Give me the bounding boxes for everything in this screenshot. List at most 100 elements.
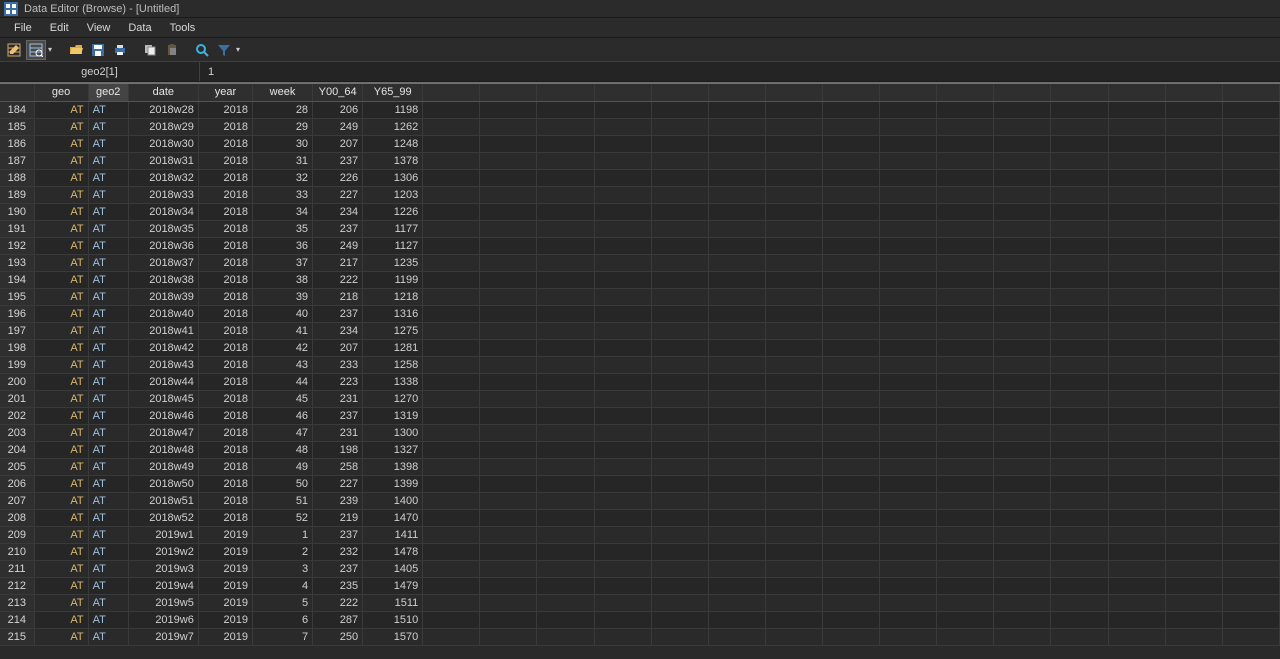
cell-blank[interactable] bbox=[708, 560, 765, 577]
cell-geo2[interactable]: AT bbox=[88, 373, 128, 390]
cell-week[interactable]: 6 bbox=[252, 611, 312, 628]
cell-geo[interactable]: AT bbox=[34, 356, 88, 373]
table-row[interactable]: 207ATAT2018w512018512391400 bbox=[0, 492, 1280, 509]
cell-blank[interactable] bbox=[708, 254, 765, 271]
col-header-blank[interactable] bbox=[651, 83, 708, 101]
cell-blank[interactable] bbox=[708, 203, 765, 220]
cell-geo[interactable]: AT bbox=[34, 560, 88, 577]
cell-blank[interactable] bbox=[994, 628, 1051, 645]
cell-blank[interactable] bbox=[765, 169, 822, 186]
cell-blank[interactable] bbox=[651, 628, 708, 645]
cell-geo2[interactable]: AT bbox=[88, 101, 128, 118]
cell-blank[interactable] bbox=[1108, 611, 1165, 628]
cell-blank[interactable] bbox=[708, 135, 765, 152]
cell-blank[interactable] bbox=[937, 101, 994, 118]
cell-blank[interactable] bbox=[880, 135, 937, 152]
table-row[interactable]: 190ATAT2018w342018342341226 bbox=[0, 203, 1280, 220]
cell-geo[interactable]: AT bbox=[34, 526, 88, 543]
cell-blank[interactable] bbox=[994, 373, 1051, 390]
col-header-geo2[interactable]: geo2 bbox=[88, 83, 128, 101]
cell-blank[interactable] bbox=[937, 594, 994, 611]
cell-date[interactable]: 2018w30 bbox=[128, 135, 198, 152]
cell-blank[interactable] bbox=[1108, 169, 1165, 186]
cell-year[interactable]: 2018 bbox=[198, 339, 252, 356]
cell-geo2[interactable]: AT bbox=[88, 509, 128, 526]
cell-blank[interactable] bbox=[765, 458, 822, 475]
cell-date[interactable]: 2018w39 bbox=[128, 288, 198, 305]
cell-blank[interactable] bbox=[823, 356, 880, 373]
cell-geo2[interactable]: AT bbox=[88, 152, 128, 169]
cell-blank[interactable] bbox=[537, 543, 594, 560]
cell-blank[interactable] bbox=[880, 560, 937, 577]
cell-geo2[interactable]: AT bbox=[88, 339, 128, 356]
cell-geo2[interactable]: AT bbox=[88, 118, 128, 135]
cell-geo2[interactable]: AT bbox=[88, 577, 128, 594]
cell-date[interactable]: 2018w34 bbox=[128, 203, 198, 220]
cell-blank[interactable] bbox=[594, 594, 651, 611]
table-row[interactable]: 211ATAT2019w3201932371405 bbox=[0, 560, 1280, 577]
cell-blank[interactable] bbox=[1108, 424, 1165, 441]
table-row[interactable]: 197ATAT2018w412018412341275 bbox=[0, 322, 1280, 339]
table-row[interactable]: 202ATAT2018w462018462371319 bbox=[0, 407, 1280, 424]
cell-year[interactable]: 2018 bbox=[198, 356, 252, 373]
cell-blank[interactable] bbox=[423, 526, 480, 543]
cell-blank[interactable] bbox=[480, 526, 537, 543]
cell-blank[interactable] bbox=[423, 118, 480, 135]
cell-blank[interactable] bbox=[994, 135, 1051, 152]
cell-year[interactable]: 2018 bbox=[198, 288, 252, 305]
cell-blank[interactable] bbox=[708, 458, 765, 475]
cell-blank[interactable] bbox=[880, 441, 937, 458]
col-header-geo[interactable]: geo bbox=[34, 83, 88, 101]
cell-geo2[interactable]: AT bbox=[88, 203, 128, 220]
cell-blank[interactable] bbox=[994, 152, 1051, 169]
cell-blank[interactable] bbox=[480, 203, 537, 220]
cell-blank[interactable] bbox=[651, 458, 708, 475]
cell-blank[interactable] bbox=[537, 560, 594, 577]
cell-blank[interactable] bbox=[765, 560, 822, 577]
table-row[interactable]: 195ATAT2018w392018392181218 bbox=[0, 288, 1280, 305]
cell-date[interactable]: 2018w52 bbox=[128, 509, 198, 526]
cell-date[interactable]: 2018w33 bbox=[128, 186, 198, 203]
cell-blank[interactable] bbox=[765, 203, 822, 220]
cell-geo[interactable]: AT bbox=[34, 577, 88, 594]
cell-y65_99[interactable]: 1470 bbox=[363, 509, 423, 526]
col-header-blank[interactable] bbox=[537, 83, 594, 101]
cell-blank[interactable] bbox=[537, 594, 594, 611]
cell-blank[interactable] bbox=[765, 356, 822, 373]
cell-blank[interactable] bbox=[823, 526, 880, 543]
cell-blank[interactable] bbox=[480, 271, 537, 288]
cell-blank[interactable] bbox=[937, 237, 994, 254]
cell-blank[interactable] bbox=[1165, 152, 1222, 169]
cell-blank[interactable] bbox=[1165, 288, 1222, 305]
table-row[interactable]: 200ATAT2018w442018442231338 bbox=[0, 373, 1280, 390]
row-number[interactable]: 210 bbox=[0, 543, 34, 560]
cell-blank[interactable] bbox=[1051, 458, 1108, 475]
cell-geo[interactable]: AT bbox=[34, 118, 88, 135]
cell-geo[interactable]: AT bbox=[34, 101, 88, 118]
cell-blank[interactable] bbox=[594, 271, 651, 288]
cell-blank[interactable] bbox=[651, 577, 708, 594]
cell-date[interactable]: 2019w5 bbox=[128, 594, 198, 611]
cell-blank[interactable] bbox=[1108, 509, 1165, 526]
cell-blank[interactable] bbox=[708, 271, 765, 288]
cell-blank[interactable] bbox=[1051, 305, 1108, 322]
cell-year[interactable]: 2018 bbox=[198, 492, 252, 509]
cell-blank[interactable] bbox=[1165, 492, 1222, 509]
cell-blank[interactable] bbox=[880, 424, 937, 441]
col-header-blank[interactable] bbox=[1051, 83, 1108, 101]
cell-blank[interactable] bbox=[823, 441, 880, 458]
cell-week[interactable]: 42 bbox=[252, 339, 312, 356]
cell-geo2[interactable]: AT bbox=[88, 628, 128, 645]
cell-blank[interactable] bbox=[823, 492, 880, 509]
cell-blank[interactable] bbox=[1165, 339, 1222, 356]
cell-blank[interactable] bbox=[423, 594, 480, 611]
cell-week[interactable]: 30 bbox=[252, 135, 312, 152]
cell-geo[interactable]: AT bbox=[34, 305, 88, 322]
cell-geo[interactable]: AT bbox=[34, 509, 88, 526]
cell-week[interactable]: 4 bbox=[252, 577, 312, 594]
cell-geo2[interactable]: AT bbox=[88, 220, 128, 237]
cell-blank[interactable] bbox=[594, 220, 651, 237]
cell-blank[interactable] bbox=[480, 288, 537, 305]
row-number[interactable]: 202 bbox=[0, 407, 34, 424]
cell-y65_99[interactable]: 1199 bbox=[363, 271, 423, 288]
